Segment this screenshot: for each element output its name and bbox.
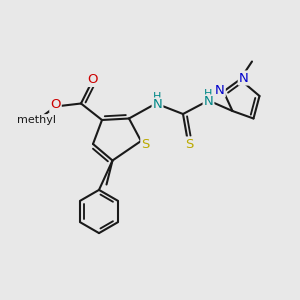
Text: N: N [215, 83, 225, 97]
Text: O: O [50, 98, 61, 112]
Text: methyl: methyl [16, 115, 56, 125]
Text: N: N [204, 95, 213, 109]
Text: S: S [141, 137, 150, 151]
Text: S: S [185, 137, 193, 151]
Text: N: N [239, 71, 248, 85]
Text: H: H [153, 92, 162, 102]
Text: O: O [88, 73, 98, 86]
Text: N: N [153, 98, 162, 112]
Text: H: H [204, 89, 213, 99]
